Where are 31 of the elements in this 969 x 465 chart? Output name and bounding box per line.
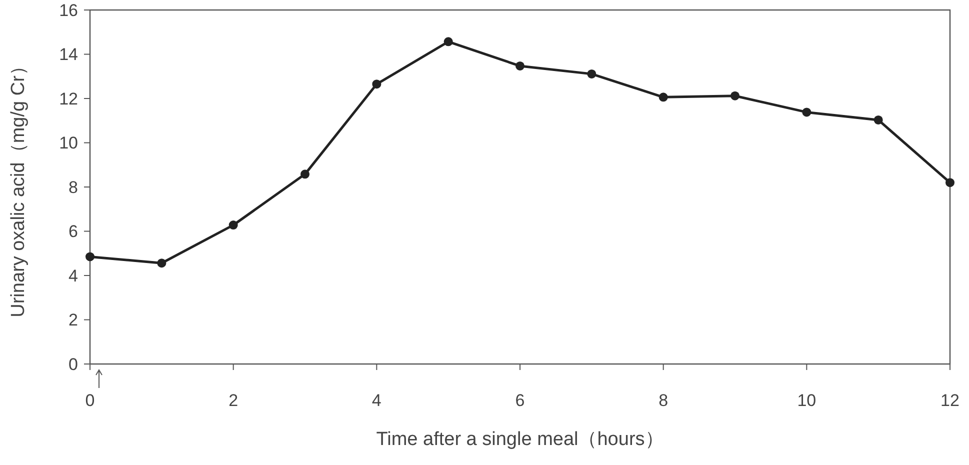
point xyxy=(300,170,310,179)
point xyxy=(228,220,238,230)
y-tick-label: 16 xyxy=(59,0,78,20)
point xyxy=(730,91,740,100)
x-tick-label: 4 xyxy=(372,391,382,410)
point xyxy=(86,252,94,262)
point xyxy=(157,258,166,268)
point xyxy=(444,37,453,46)
point xyxy=(516,61,524,70)
y-tick-label: 4 xyxy=(68,266,78,286)
y-tick-label: 2 xyxy=(68,310,78,330)
point xyxy=(587,69,596,78)
point xyxy=(946,178,954,188)
y-tick-label: 14 xyxy=(59,45,78,64)
point xyxy=(874,115,883,124)
point xyxy=(372,80,382,89)
x-tick-label: 10 xyxy=(797,391,816,410)
x-axis-title: Time after a single meal（hours） xyxy=(376,429,664,450)
x-tick-label: 6 xyxy=(515,391,525,410)
y-tick-label: 12 xyxy=(59,89,78,108)
point xyxy=(802,108,812,117)
y-tick-label: 10 xyxy=(59,134,78,153)
y-tick-label: 6 xyxy=(68,222,78,242)
x-tick-label: 2 xyxy=(228,391,238,410)
x-tick-label: 0 xyxy=(85,391,95,410)
y-tick-label: 0 xyxy=(68,354,78,374)
x-tick-label: 12 xyxy=(940,391,960,410)
x-tick-label: 8 xyxy=(658,391,668,410)
y-tick-label: 8 xyxy=(68,178,78,197)
y-axis-title: Urinary oxalic acid（mg/g Cr） xyxy=(8,56,29,318)
point xyxy=(658,92,668,102)
